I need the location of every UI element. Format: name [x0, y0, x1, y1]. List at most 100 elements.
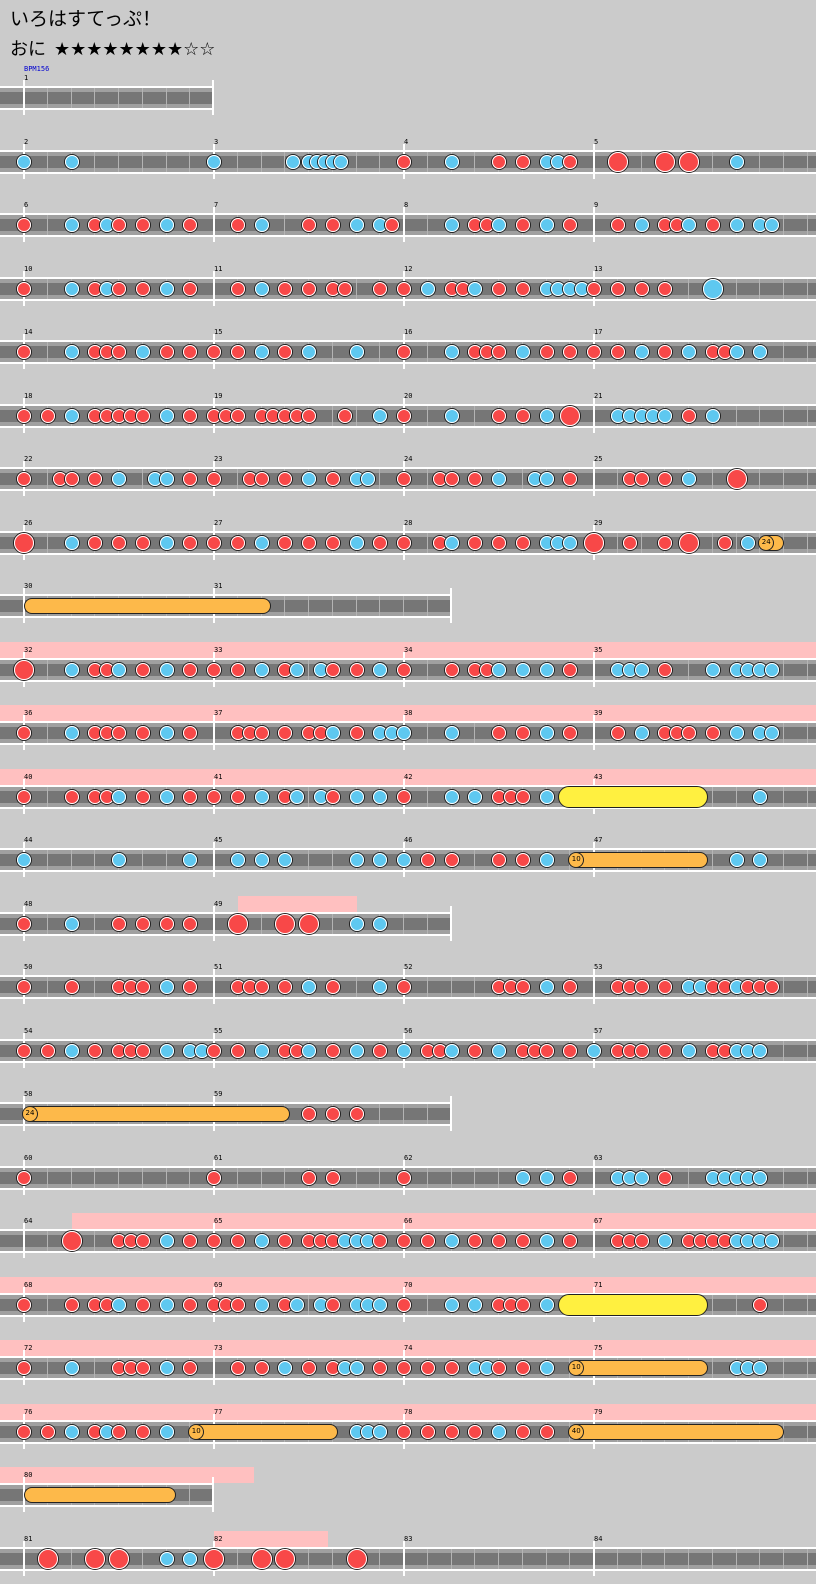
ka-note [301, 344, 317, 360]
barline [593, 652, 595, 687]
barline-end [450, 1096, 452, 1131]
ka-note [158, 979, 175, 995]
measure-number: 11 [214, 265, 223, 273]
beat-line [165, 850, 167, 870]
balloon-roll [570, 1360, 708, 1376]
ka-note [633, 662, 650, 678]
don-note [657, 662, 674, 678]
gogo-section [0, 769, 816, 785]
don-note [562, 344, 579, 360]
balloon-note: 40 [568, 1424, 585, 1440]
don-note [87, 471, 104, 487]
don-note [229, 1360, 246, 1376]
balloon-note: 10 [568, 1360, 585, 1376]
measure-number: 67 [594, 1217, 603, 1225]
measure-number: 3 [214, 138, 219, 146]
ka-note [16, 154, 32, 170]
ka-note [633, 1170, 650, 1186]
big-don-note [274, 1548, 297, 1570]
beat-line [711, 787, 713, 807]
don-note [111, 725, 127, 741]
beat-line [426, 342, 428, 362]
beat-line [46, 914, 48, 934]
score-row: 32 33 34 35 [0, 642, 816, 687]
don-note [39, 1424, 56, 1440]
note-lane [0, 92, 214, 104]
score-row: 80 [0, 1467, 816, 1512]
don-note [134, 1297, 151, 1313]
beat-line [688, 1168, 689, 1188]
big-don-note [84, 1548, 107, 1570]
ka-note [372, 1297, 389, 1313]
ka-note [728, 217, 745, 233]
don-note [16, 344, 32, 360]
beat-line [498, 1549, 499, 1569]
barline-end [450, 588, 452, 623]
beat-line [711, 469, 713, 489]
ka-note [764, 217, 781, 233]
ka-note [633, 725, 650, 741]
measure-number: 56 [404, 1027, 413, 1035]
beat-line [118, 152, 119, 172]
ka-note [372, 789, 389, 805]
don-note [39, 408, 56, 424]
don-note [514, 725, 531, 741]
beat-line [545, 1549, 547, 1569]
beat-line [379, 1549, 381, 1569]
gogo-section [0, 1340, 816, 1356]
don-note [764, 979, 781, 995]
beat-line [94, 1231, 96, 1251]
don-note [467, 535, 484, 551]
big-don-note [226, 913, 249, 935]
measure-number: 59 [214, 1090, 223, 1098]
barline [213, 715, 215, 750]
beat-line [426, 533, 428, 553]
don-note [16, 979, 32, 995]
ka-note [277, 1360, 294, 1376]
don-note [111, 281, 127, 297]
ka-note [443, 154, 460, 170]
beat-line [616, 469, 618, 489]
don-note [229, 535, 246, 551]
don-note [253, 979, 270, 995]
don-note [134, 1424, 151, 1440]
ka-note [443, 1233, 460, 1249]
measure-number: 42 [404, 773, 413, 781]
don-note [301, 217, 317, 233]
don-note [514, 1233, 531, 1249]
big-don-note [678, 151, 700, 173]
beat-line [379, 596, 381, 616]
balloon-roll [570, 852, 708, 868]
beat-line [355, 1168, 357, 1188]
don-note [16, 789, 32, 805]
ka-note [728, 344, 745, 360]
don-note [562, 1233, 579, 1249]
measure-number: 80 [24, 1471, 33, 1479]
score-row: 81 82 83 84 [0, 1531, 816, 1576]
beat-line [426, 215, 428, 235]
beat-line [474, 152, 476, 172]
don-note [111, 916, 127, 932]
barline [213, 271, 215, 306]
don-note [134, 725, 151, 741]
don-note [229, 1297, 246, 1313]
ka-note [514, 1170, 531, 1186]
measure-number: 41 [214, 773, 223, 781]
ka-note [752, 344, 769, 360]
ka-note [158, 471, 175, 487]
star-rating-filled: ★★★★★★★★ [54, 39, 184, 60]
beat-line [70, 88, 72, 108]
beat-line [711, 850, 713, 870]
ka-note [538, 408, 555, 424]
measure-number: 33 [214, 646, 223, 654]
barline [593, 1223, 595, 1258]
beat-line [450, 1549, 452, 1569]
beat-line [94, 88, 96, 108]
beat-line [46, 342, 48, 362]
don-note [621, 535, 638, 551]
measure-number: 39 [594, 709, 603, 717]
ka-note [16, 852, 32, 868]
ka-note [111, 852, 127, 868]
balloon-roll [190, 1424, 338, 1440]
ka-note [491, 471, 507, 487]
